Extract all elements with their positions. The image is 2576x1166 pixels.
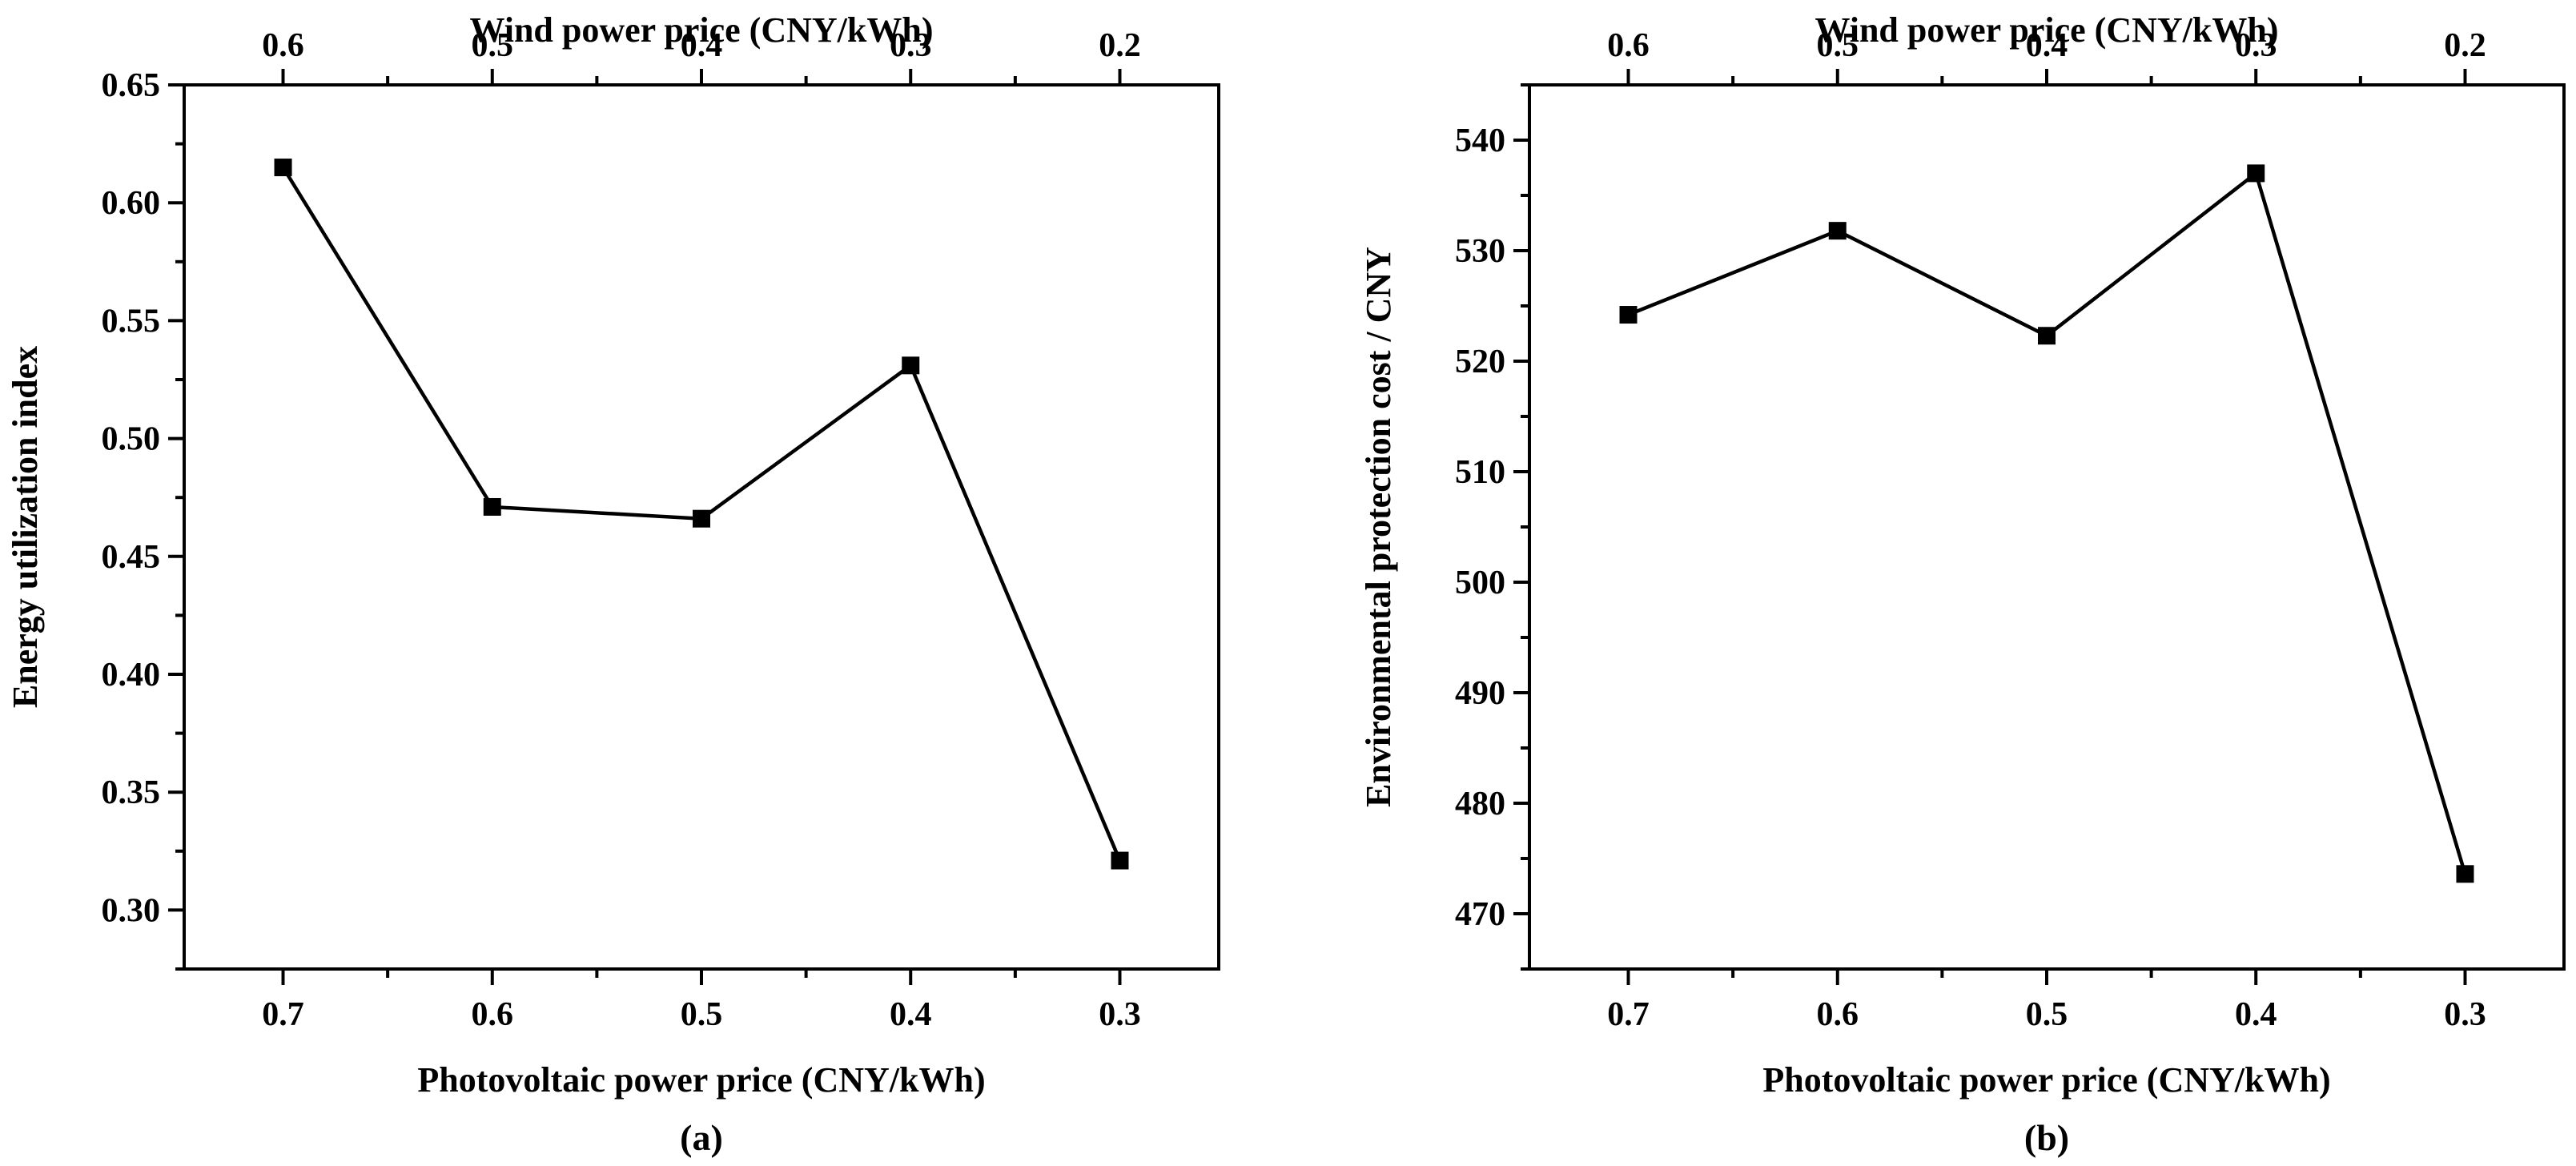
bottom-axis-title-a: Photovoltaic power price (CNY/kWh): [417, 1060, 985, 1100]
data-point-a: [274, 159, 292, 177]
y-tick-label-a: 0.30: [102, 892, 161, 929]
y-tick-label-a: 0.40: [102, 657, 161, 694]
y-axis-title-a: Energy utilization index: [6, 346, 45, 708]
chart-panel-b: Wind power price (CNY/kWh) Photovoltaic …: [1359, 10, 2566, 1158]
data-point-b: [2247, 164, 2265, 183]
plot-frame-b: [1528, 83, 2566, 971]
top-tick-label-b: 0.2: [2444, 27, 2486, 64]
ticks-b: 0.7 0.6 0.6 0.5 0.5 0.4 0.4 0.3 0.3 0.2 470 480 490 5…: [1455, 27, 2486, 1033]
chart-panel-a: Wind power price (CNY/kWh) Photovoltaic …: [6, 10, 1220, 1158]
bottom-axis-title-b: Photovoltaic power price (CNY/kWh): [1762, 1060, 2330, 1100]
data-point-a: [902, 356, 920, 375]
top-tick-label-b: 0.3: [2235, 27, 2277, 64]
y-tick-label-b: 490: [1455, 675, 1505, 712]
x-tick-label-a: 0.6: [472, 996, 514, 1033]
y-axis-title-b: Environmental protection cost / CNY: [1359, 247, 1398, 807]
y-tick-label-b: 530: [1455, 233, 1505, 270]
series-line-b: [1627, 170, 2467, 874]
x-tick-label-b: 0.3: [2444, 996, 2486, 1033]
top-tick-label-a: 0.2: [1099, 27, 1141, 64]
data-point-b: [1828, 222, 1847, 240]
y-tick-label-b: 470: [1455, 896, 1505, 933]
y-tick-label-a: 0.65: [102, 67, 161, 104]
x-tick-label-a: 0.3: [1099, 996, 1141, 1033]
y-tick-label-a: 0.60: [102, 185, 161, 222]
data-point-b: [2038, 327, 2056, 345]
top-tick-label-b: 0.5: [1817, 27, 1859, 64]
panel-label-a: (a): [680, 1117, 723, 1158]
data-point-b: [1619, 306, 1638, 324]
y-tick-label-b: 510: [1455, 454, 1505, 491]
top-axis-title-b: Wind power price (CNY/kWh): [1815, 10, 2279, 50]
x-tick-label-b: 0.4: [2235, 996, 2277, 1033]
x-tick-label-a: 0.5: [681, 996, 723, 1033]
x-tick-label-a: 0.7: [262, 996, 304, 1033]
ticks-a: 0.7 0.6 0.6 0.5 0.5 0.4 0.4 0.3 0.3 0.2 0.30 0.35 0.…: [102, 27, 1141, 1033]
y-tick-label-a: 0.50: [102, 421, 161, 458]
x-tick-label-b: 0.7: [1607, 996, 1650, 1033]
y-tick-label-b: 520: [1455, 344, 1505, 380]
x-tick-label-b: 0.5: [2026, 996, 2068, 1033]
panel-label-b: (b): [2024, 1117, 2069, 1158]
series-b: [1619, 164, 2474, 883]
y-tick-label-b: 480: [1455, 786, 1505, 822]
y-tick-label-b: 540: [1455, 123, 1505, 159]
data-point-a: [1111, 851, 1129, 870]
data-point-a: [693, 509, 710, 528]
y-tick-label-a: 0.35: [102, 774, 161, 811]
top-tick-label-a: 0.3: [890, 27, 932, 64]
top-tick-label-a: 0.6: [262, 27, 304, 64]
top-tick-label-a: 0.5: [472, 27, 514, 64]
top-axis-title-a: Wind power price (CNY/kWh): [470, 10, 934, 50]
top-tick-label-a: 0.4: [681, 27, 723, 64]
x-tick-label-a: 0.4: [890, 996, 932, 1033]
top-tick-label-b: 0.4: [2026, 27, 2068, 64]
y-tick-label-a: 0.55: [102, 303, 161, 340]
top-tick-label-b: 0.6: [1607, 27, 1650, 64]
y-tick-label-a: 0.45: [102, 539, 161, 576]
data-point-b: [2456, 865, 2474, 883]
data-point-a: [483, 497, 501, 516]
x-tick-label-b: 0.6: [1817, 996, 1859, 1033]
y-tick-label-b: 500: [1455, 565, 1505, 601]
series-a: [274, 159, 1129, 870]
